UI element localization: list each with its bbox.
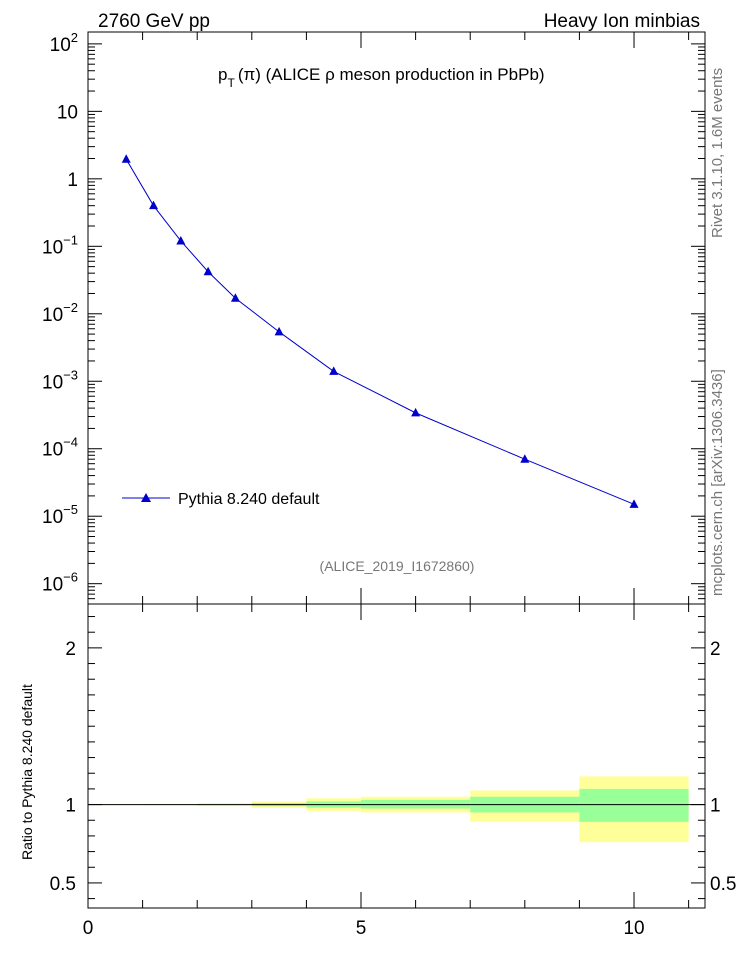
main-y-tick-label: 10−2 <box>42 300 78 326</box>
ratio-panel: 0.5 0.5 1 1 2 2 0 5 10 Ratio to Pythia 8.240 de… <box>19 603 737 939</box>
main-panel: 102 10 1 10−1 10−2 10−3 10−4 10−5 10−6 pT (π) (AL… <box>42 30 706 605</box>
main-y-tick-label: 1 <box>67 170 78 191</box>
data-point-marker <box>176 235 186 245</box>
main-y-tick-label: 10−3 <box>42 367 78 393</box>
x-tick-label: 10 <box>623 918 644 939</box>
mcplots-label: mcplots.cern.ch [arXiv:1306.3436] <box>709 369 726 596</box>
main-y-tick-label: 10−6 <box>42 570 78 596</box>
ratio-frame <box>87 603 706 909</box>
ratio-y-tick-label-right: 0.5 <box>710 874 736 895</box>
rivet-label: Rivet 3.1.10, 1.6M events <box>709 68 726 238</box>
data-point-marker <box>149 200 159 210</box>
x-tick-label: 0 <box>83 918 94 939</box>
main-ticks <box>87 32 705 605</box>
analysis-id: (ALICE_2019_I1672860) <box>320 558 475 574</box>
data-point-marker <box>629 499 639 508</box>
main-y-tick-label: 102 <box>50 30 78 56</box>
data-point-marker <box>203 266 213 276</box>
main-y-tick-label: 10−5 <box>42 502 78 528</box>
main-title: pT (π) (ALICE ρ meson production in PbPb) <box>218 65 545 90</box>
ratio-y-tick-label-right: 1 <box>710 796 721 817</box>
ratio-band-green <box>579 788 689 822</box>
legend-label: Pythia 8.240 default <box>178 491 320 508</box>
legend-marker <box>141 493 151 502</box>
x-tick-label: 5 <box>356 918 367 939</box>
header-process: Heavy Ion minbias <box>544 11 700 32</box>
data-point-marker <box>274 326 284 336</box>
data-point-marker <box>411 407 421 417</box>
x-tick-labels: 0 5 10 <box>83 918 645 939</box>
series-markers <box>121 154 639 508</box>
main-y-tick-label: 10−4 <box>42 435 78 461</box>
ratio-y-axis-label: Ratio to Pythia 8.240 default <box>19 684 35 860</box>
data-point-marker <box>329 366 339 375</box>
ratio-y-tick-label-right: 2 <box>710 639 721 660</box>
data-point-marker <box>121 154 131 163</box>
ratio-y-tick-label-left: 0.5 <box>50 874 76 895</box>
data-point-marker <box>520 454 530 463</box>
series-polyline <box>125 159 635 505</box>
ratio-y-tick-label-left: 2 <box>65 639 76 660</box>
main-frame <box>87 31 706 605</box>
ratio-bands <box>88 776 689 843</box>
main-y-tick-label: 10−1 <box>42 232 78 258</box>
data-point-marker <box>230 293 240 302</box>
legend: Pythia 8.240 default <box>122 491 320 508</box>
main-y-tick-labels: 102 10 1 10−1 10−2 10−3 10−4 10−5 10−6 <box>42 30 78 596</box>
ratio-ticks <box>87 604 705 908</box>
ratio-y-tick-label-left: 1 <box>65 796 76 817</box>
header-energy: 2760 GeV pp <box>98 11 210 32</box>
main-y-tick-label: 10 <box>57 102 78 123</box>
ratio-y-tick-labels: 0.5 0.5 1 1 2 2 <box>50 639 737 895</box>
series-line <box>125 159 635 505</box>
